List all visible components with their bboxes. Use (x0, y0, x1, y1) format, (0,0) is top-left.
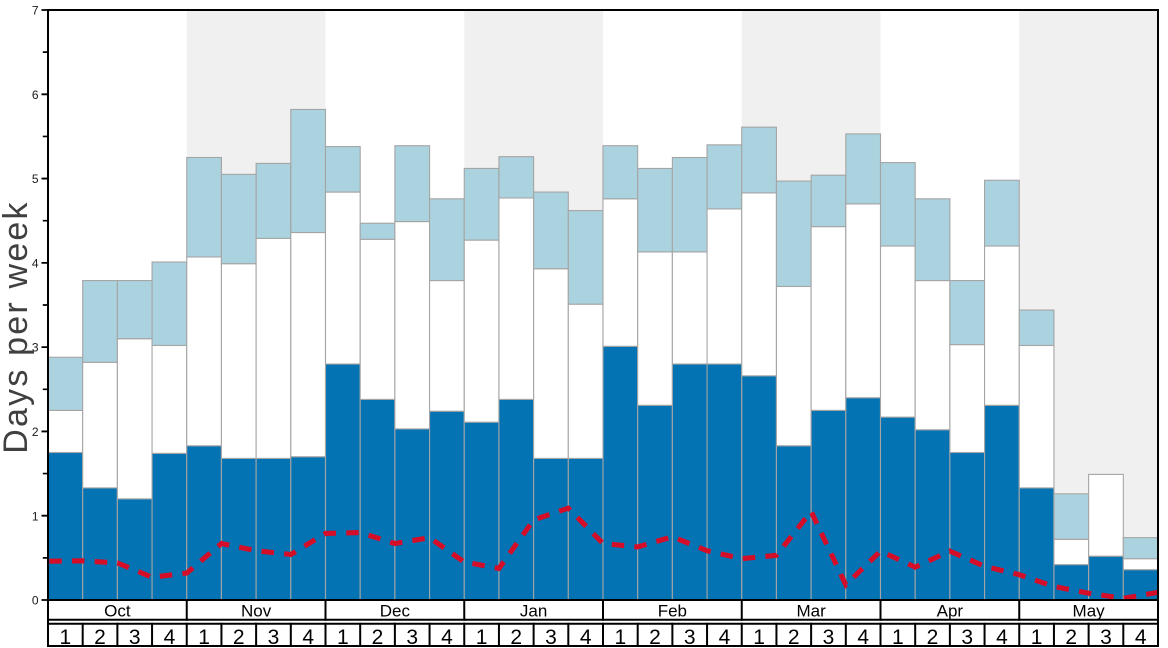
svg-text:2: 2 (1065, 626, 1077, 648)
svg-text:4: 4 (719, 626, 731, 648)
svg-text:May: May (1073, 602, 1106, 621)
svg-text:4: 4 (1135, 626, 1147, 648)
svg-text:2: 2 (788, 626, 800, 648)
svg-text:Dec: Dec (380, 602, 411, 621)
svg-text:2: 2 (372, 626, 384, 648)
svg-text:6: 6 (32, 88, 39, 102)
svg-text:2: 2 (510, 626, 522, 648)
svg-text:4: 4 (857, 626, 869, 648)
svg-text:3: 3 (129, 626, 141, 648)
svg-text:3: 3 (268, 626, 280, 648)
svg-text:3: 3 (545, 626, 557, 648)
svg-text:1: 1 (476, 626, 488, 648)
svg-text:2: 2 (32, 425, 39, 439)
svg-text:Feb: Feb (658, 602, 687, 621)
svg-text:Mar: Mar (796, 602, 826, 621)
svg-text:3: 3 (823, 626, 835, 648)
svg-text:1: 1 (59, 626, 71, 648)
svg-text:1: 1 (614, 626, 626, 648)
svg-text:Jan: Jan (520, 602, 547, 621)
svg-text:2: 2 (94, 626, 106, 648)
svg-text:4: 4 (441, 626, 453, 648)
svg-text:1: 1 (892, 626, 904, 648)
svg-text:1: 1 (32, 509, 39, 523)
svg-text:4: 4 (580, 626, 592, 648)
svg-text:7: 7 (32, 4, 39, 18)
svg-text:3: 3 (32, 341, 39, 355)
svg-text:2: 2 (927, 626, 939, 648)
svg-text:4: 4 (302, 626, 314, 648)
svg-text:3: 3 (684, 626, 696, 648)
svg-text:1: 1 (1031, 626, 1043, 648)
svg-text:5: 5 (32, 172, 39, 186)
svg-text:0: 0 (32, 594, 39, 608)
svg-text:3: 3 (961, 626, 973, 648)
svg-text:3: 3 (406, 626, 418, 648)
svg-text:4: 4 (164, 626, 176, 648)
svg-text:4: 4 (996, 626, 1008, 648)
svg-text:3: 3 (1100, 626, 1112, 648)
svg-text:2: 2 (233, 626, 245, 648)
svg-text:1: 1 (753, 626, 765, 648)
svg-text:Days per week: Days per week (0, 200, 35, 453)
svg-text:Apr: Apr (937, 602, 964, 621)
svg-text:Oct: Oct (104, 602, 131, 621)
svg-text:Nov: Nov (241, 602, 272, 621)
svg-text:1: 1 (198, 626, 210, 648)
svg-text:1: 1 (337, 626, 349, 648)
svg-text:2: 2 (649, 626, 661, 648)
svg-text:4: 4 (32, 256, 39, 270)
